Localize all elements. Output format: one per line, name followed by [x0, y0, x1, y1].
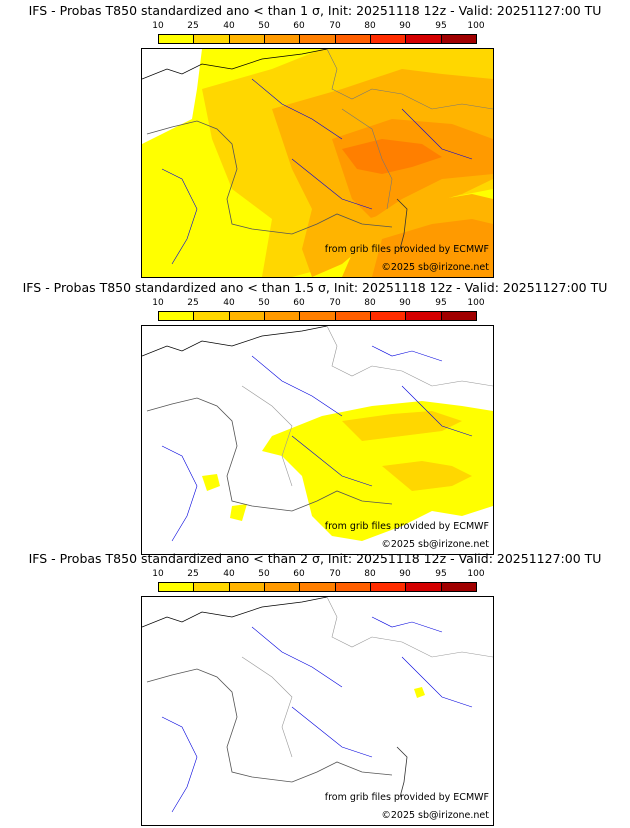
map-svg — [142, 326, 493, 554]
colorbar-swatch — [300, 35, 336, 43]
colorbar-swatch — [406, 35, 442, 43]
tick-label: 80 — [364, 21, 376, 31]
panel-title: IFS - Probas T850 standardized ano < tha… — [28, 3, 602, 18]
colorbar-swatch — [264, 312, 301, 320]
tick-label: 90 — [399, 569, 411, 579]
map-svg — [142, 597, 493, 825]
tick-label: 25 — [187, 21, 199, 31]
colorbar-swatch — [159, 35, 195, 43]
colorbar-swatch — [229, 312, 265, 320]
tick-label: 90 — [399, 298, 411, 308]
tick-label: 95 — [435, 298, 447, 308]
colorbar-swatch — [229, 583, 265, 591]
tick-label: 60 — [293, 298, 305, 308]
tick-label: 10 — [152, 569, 164, 579]
colorbar-swatch — [441, 312, 476, 320]
map-panel-1: IFS - Probas T850 standardized ano < tha… — [0, 0, 630, 278]
tick-label: 100 — [467, 298, 485, 308]
colorbar-swatch — [406, 312, 442, 320]
data-credit: from grib files provided by ECMWF — [324, 521, 489, 532]
colorbar-swatch — [194, 583, 230, 591]
copyright-credit: ©2025 sb@irizone.net — [381, 262, 489, 273]
tick-label: 100 — [467, 569, 485, 579]
colorbar-swatch — [335, 35, 371, 43]
colorbar-swatch — [441, 583, 476, 591]
panel-title: IFS - Probas T850 standardized ano < tha… — [28, 551, 602, 566]
tick-label: 90 — [399, 21, 411, 31]
colorbar — [158, 34, 477, 44]
colorbar-swatch — [335, 583, 371, 591]
tick-label: 60 — [293, 569, 305, 579]
panel-title: IFS - Probas T850 standardized ano < tha… — [22, 280, 608, 295]
probability-map: from grib files provided by ECMWF ©2025 … — [141, 596, 494, 826]
tick-label: 25 — [187, 298, 199, 308]
probability-map: from grib files provided by ECMWF ©2025 … — [141, 48, 494, 278]
colorbar-swatch — [406, 583, 442, 591]
tick-label: 70 — [329, 21, 341, 31]
tick-label: 95 — [435, 21, 447, 31]
tick-label: 80 — [364, 298, 376, 308]
copyright-credit: ©2025 sb@irizone.net — [381, 810, 489, 821]
colorbar-swatch — [370, 583, 407, 591]
colorbar-labels: 10 25 40 50 60 70 80 90 95 100 — [152, 569, 484, 579]
colorbar-swatch — [441, 35, 476, 43]
tick-label: 70 — [329, 569, 341, 579]
colorbar-swatch — [370, 35, 407, 43]
data-credit: from grib files provided by ECMWF — [324, 244, 489, 255]
tick-label: 40 — [223, 21, 235, 31]
colorbar-swatch — [335, 312, 371, 320]
tick-label: 40 — [223, 569, 235, 579]
tick-label: 25 — [187, 569, 199, 579]
colorbar-labels: 10 25 40 50 60 70 80 90 95 100 — [152, 21, 484, 31]
probability-map: from grib files provided by ECMWF ©2025 … — [141, 325, 494, 555]
tick-label: 100 — [467, 21, 485, 31]
colorbar — [158, 582, 477, 592]
tick-label: 50 — [258, 21, 270, 31]
data-credit: from grib files provided by ECMWF — [324, 792, 489, 803]
colorbar-swatch — [264, 583, 301, 591]
colorbar-swatch — [264, 35, 301, 43]
tick-label: 80 — [364, 569, 376, 579]
colorbar-swatch — [300, 583, 336, 591]
tick-label: 95 — [435, 569, 447, 579]
map-svg — [142, 49, 493, 277]
map-panel-2: IFS - Probas T850 standardized ano < tha… — [0, 277, 630, 555]
tick-label: 40 — [223, 298, 235, 308]
tick-label: 70 — [329, 298, 341, 308]
colorbar-swatch — [159, 583, 195, 591]
colorbar — [158, 311, 477, 321]
colorbar-swatch — [229, 35, 265, 43]
colorbar-swatch — [159, 312, 195, 320]
colorbar-labels: 10 25 40 50 60 70 80 90 95 100 — [152, 298, 484, 308]
tick-label: 10 — [152, 298, 164, 308]
colorbar-swatch — [300, 312, 336, 320]
tick-label: 10 — [152, 21, 164, 31]
map-panel-3: IFS - Probas T850 standardized ano < tha… — [0, 548, 630, 826]
tick-label: 60 — [293, 21, 305, 31]
tick-label: 50 — [258, 298, 270, 308]
tick-label: 50 — [258, 569, 270, 579]
copyright-credit: ©2025 sb@irizone.net — [381, 539, 489, 550]
colorbar-swatch — [370, 312, 407, 320]
colorbar-swatch — [194, 312, 230, 320]
colorbar-swatch — [194, 35, 230, 43]
